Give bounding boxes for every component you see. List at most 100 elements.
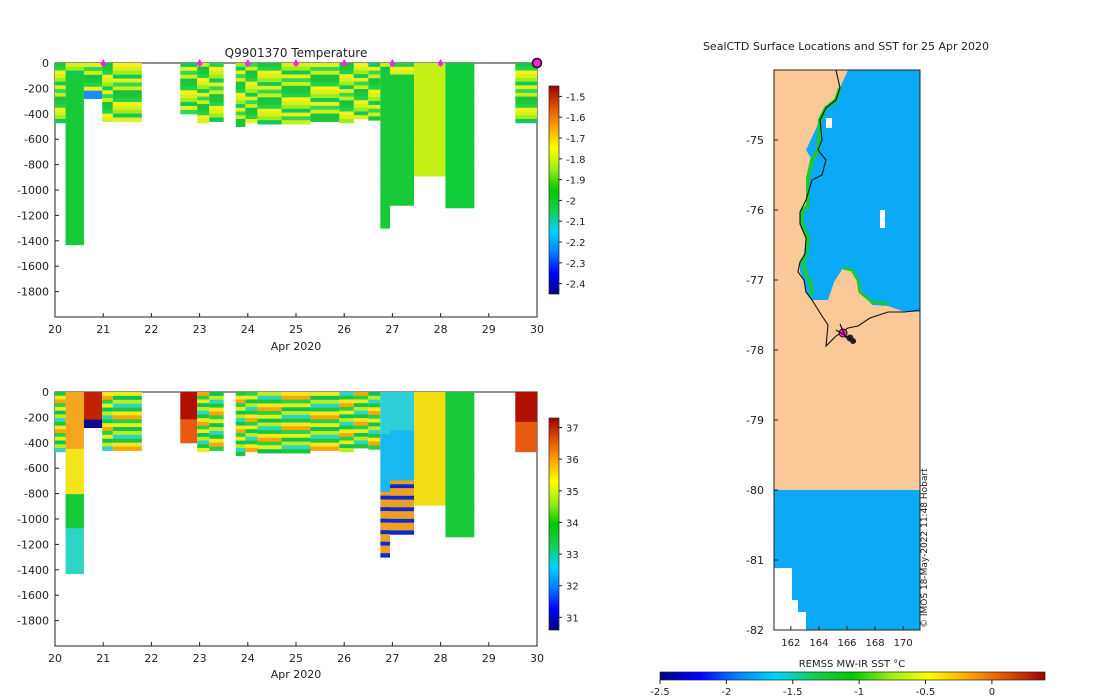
profile-cell [310,403,340,409]
profile-cell [112,407,142,412]
profile-cell [353,66,369,71]
profile-cell [445,445,475,450]
profile-cell [245,111,258,116]
profile-cell [102,392,113,397]
profile-cell [414,70,446,75]
profile-cell [65,513,84,518]
profile-cell [339,403,354,408]
profile-cell [339,104,354,109]
profile-cell [235,392,246,397]
profile-cell [445,491,475,496]
profile-cell [245,107,258,112]
profile-cell [112,434,142,440]
x-tick-label: 23 [193,323,207,336]
profile-cell [65,399,84,404]
profile-cell [389,507,415,512]
profile-cell [339,392,354,397]
x-tick-label: 21 [96,323,110,336]
profile-cell [515,399,537,404]
profile-cell [281,112,311,117]
profile-cell [380,189,390,195]
x-tick-label: 168 [866,638,885,649]
profile-cell [389,445,415,451]
profile-cell [380,518,390,524]
profile-cell [102,403,113,409]
profile-cell [65,233,84,238]
profile-cell [257,403,282,408]
profile-cell [515,111,537,116]
profile-cell [310,434,340,440]
profile-cell [245,63,258,68]
profile-cell [83,411,103,417]
profile-cell [65,569,84,575]
profile-cell [515,410,537,415]
profile-cell [102,419,113,424]
y-tick-label: -76 [746,204,764,217]
profile-cell [281,108,311,114]
profile-cell [65,539,84,544]
profile-cell [368,395,381,401]
profile-cell [65,482,84,488]
profile-cell [235,399,246,404]
profile-cell [339,410,354,415]
profile-cell [235,414,246,419]
profile-cell [389,74,415,79]
colorbar-tick-label: -2.4 [566,280,586,291]
profile-cell [180,63,198,68]
profile-cell [281,93,311,98]
profile-cell [389,495,415,501]
profile-cell [281,449,311,454]
profile-cell [515,414,537,419]
profile-cell [389,89,415,95]
profile-cell [112,66,142,72]
profile-marker [100,59,107,67]
profile-cell [55,70,66,75]
profile-cell [445,487,475,492]
profile-cell [368,426,381,431]
profile-cell [65,206,84,212]
profile-cell [83,403,103,409]
profile-cell [55,418,66,423]
y-tick-label: 0 [42,386,49,399]
profile-cell [245,421,258,427]
profile-cell [55,447,66,453]
profile-cell [515,406,537,412]
profile-cell [102,105,113,111]
profile-cell [353,418,369,423]
profile-cell [339,440,354,445]
profile-cell [380,224,390,229]
profile-cell [83,66,103,72]
profile-cell [55,399,66,404]
profile-cell [380,449,390,454]
profile-cell [389,174,415,179]
profile-cell [281,78,311,83]
y-tick-label: -1600 [17,260,49,273]
profile-cell [65,63,84,68]
profile-cell [257,104,282,110]
profile-cell [339,406,354,412]
profile-cell [310,105,340,111]
profile-cell [380,112,390,118]
profile-cell [102,438,113,444]
x-tick-label: 29 [482,323,496,336]
profile-cell [55,66,66,71]
profile-cell [380,178,390,183]
profile-cell [515,85,537,90]
profile-cell [65,221,84,227]
profile-cell [414,429,446,434]
profile-cell [368,433,381,439]
profile-cell [389,178,415,183]
y-tick-label: -1000 [17,184,49,197]
profile-cell [380,499,390,504]
profile-cell [245,444,258,449]
profile-cell [389,97,415,102]
profile-cell [414,493,446,498]
colorbar-label: REMSS MW-IR SST °C [799,659,906,670]
profile-cell [65,475,84,480]
profile-cell [65,452,84,457]
profile-cell [257,430,282,435]
profile-cell [353,414,369,419]
profile-cell [65,100,84,106]
profile-cell [310,430,340,436]
profile-cell [55,81,66,86]
